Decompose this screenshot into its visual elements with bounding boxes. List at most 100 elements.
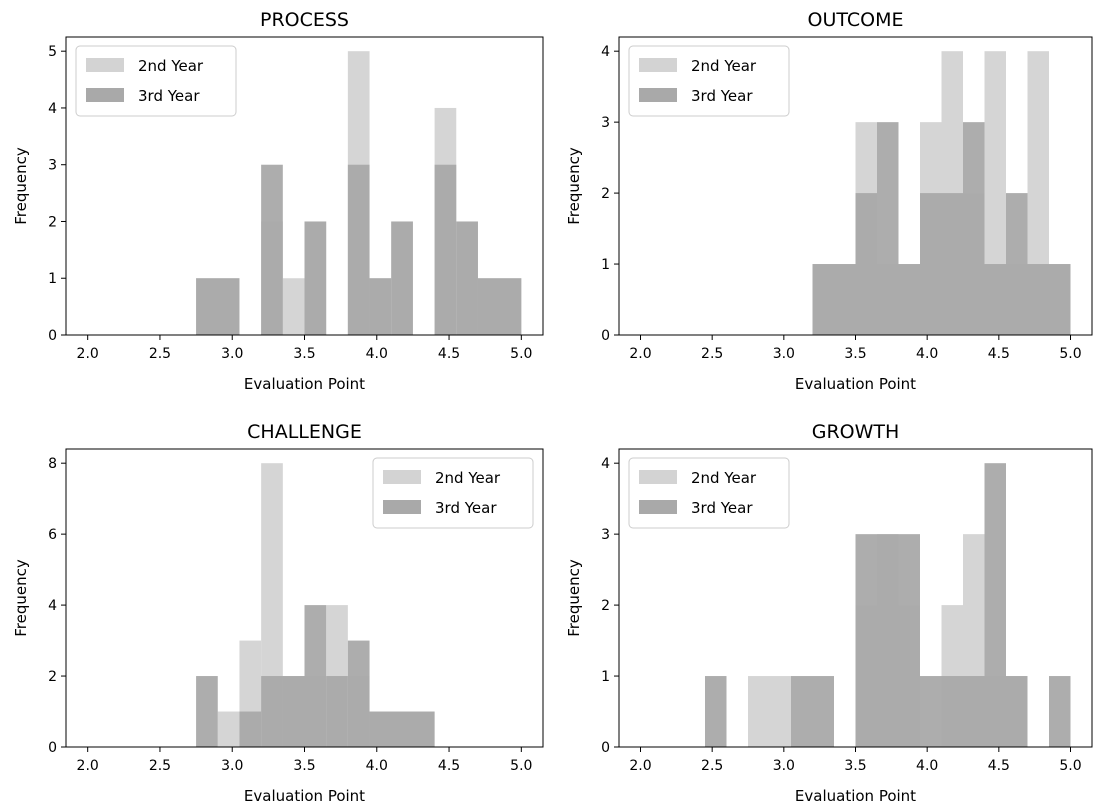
- y-axis-label: Frequency: [565, 147, 583, 225]
- x-axis-label: Evaluation Point: [795, 375, 916, 393]
- y-tick-label: 3: [601, 115, 610, 131]
- y-tick-label: 6: [48, 527, 57, 543]
- chart-title: PROCESS: [260, 9, 349, 31]
- y-tick-label: 2: [48, 214, 57, 230]
- y-tick-label: 1: [601, 669, 610, 685]
- x-tick-label: 4.5: [438, 346, 460, 362]
- x-tick-label: 2.0: [629, 346, 651, 362]
- y-tick-label: 0: [601, 740, 610, 756]
- y-axis-label: Frequency: [12, 147, 30, 225]
- chart-process: 2.0 2.5 3.0 3.5 4.0 4.5 5.0 0 1 2 3 4 5 PROCESS Evalua…: [12, 9, 544, 393]
- chart-title: CHALLENGE: [247, 421, 362, 443]
- x-tick-label: 4.5: [988, 758, 1010, 774]
- legend-label-3rd-year: 3rd Year: [435, 499, 497, 517]
- bar-2nd-year-2: [282, 278, 305, 335]
- bar-3rd-year-2: [261, 676, 305, 747]
- legend-label-3rd-year: 3rd Year: [138, 87, 200, 105]
- y-tick-label: 4: [48, 598, 57, 614]
- legend-label-3rd-year: 3rd Year: [691, 87, 753, 105]
- y-tick-label: 4: [48, 101, 57, 117]
- chart-title: OUTCOME: [808, 9, 904, 31]
- bar-3rd-year-8: [1027, 264, 1071, 335]
- legend-label-2nd-year: 2nd Year: [691, 469, 757, 487]
- bar-3rd-year-5: [391, 221, 413, 335]
- x-tick-label: 2.5: [149, 758, 171, 774]
- bar-3rd-year-6: [984, 264, 1006, 335]
- bar-3rd-year-1: [791, 676, 834, 747]
- y-axis-label: Frequency: [565, 559, 583, 637]
- legend-label-2nd-year: 2nd Year: [435, 469, 501, 487]
- x-tick-label: 4.5: [988, 346, 1010, 362]
- legend-label-2nd-year: 2nd Year: [138, 57, 204, 75]
- x-tick-label: 4.0: [916, 346, 938, 362]
- bar-3rd-year-1: [855, 193, 877, 335]
- bar-3rd-year-5: [963, 122, 985, 336]
- bar-3rd-year-1: [261, 164, 283, 335]
- legend-swatch-3rd-year: [639, 500, 677, 514]
- bar-3rd-year-2: [877, 122, 899, 336]
- x-axis-label: Evaluation Point: [795, 787, 916, 805]
- y-tick-label: 0: [48, 328, 57, 344]
- x-axis-label: Evaluation Point: [244, 787, 365, 805]
- x-tick-label: 2.0: [77, 758, 99, 774]
- bar-3rd-year-7: [1049, 676, 1071, 747]
- chart-challenge: 2.0 2.5 3.0 3.5 4.0 4.5 5.0 0 2 4 6 8 CHALLENGE Evalu…: [12, 421, 544, 805]
- x-tick-label: 4.5: [438, 758, 460, 774]
- bar-2nd-year-0: [748, 676, 791, 747]
- y-tick-label: 0: [601, 328, 610, 344]
- bar-3rd-year-3: [347, 164, 370, 335]
- legend: 2nd Year 3rd Year: [372, 457, 534, 529]
- legend-swatch-3rd-year: [383, 500, 421, 514]
- bar-3rd-year-7: [456, 221, 478, 335]
- bar-3rd-year-0: [812, 264, 856, 335]
- x-tick-label: 3.5: [293, 758, 315, 774]
- x-tick-label: 2.0: [629, 758, 651, 774]
- y-tick-label: 1: [601, 257, 610, 273]
- bar-3rd-year-4: [326, 676, 348, 747]
- legend-swatch-2nd-year: [86, 58, 124, 72]
- x-tick-label: 5.0: [1059, 758, 1081, 774]
- y-tick-label: 3: [601, 527, 610, 543]
- legend-swatch-2nd-year: [639, 58, 677, 72]
- y-tick-label: 3: [48, 158, 57, 174]
- y-tick-label: 1: [48, 271, 57, 287]
- bar-3rd-year-3: [304, 605, 327, 747]
- legend-label-2nd-year: 2nd Year: [691, 57, 757, 75]
- bar-3rd-year-5: [347, 640, 370, 747]
- bar-3rd-year-6: [434, 164, 457, 335]
- legend: 2nd Year 3rd Year: [628, 45, 790, 117]
- x-tick-label: 5.0: [510, 758, 532, 774]
- x-tick-label: 2.5: [149, 346, 171, 362]
- x-tick-label: 5.0: [510, 346, 532, 362]
- y-tick-label: 5: [48, 44, 57, 60]
- legend-swatch-3rd-year: [639, 88, 677, 102]
- x-tick-label: 4.0: [916, 758, 938, 774]
- bar-3rd-year-0: [705, 676, 727, 747]
- x-tick-label: 3.5: [293, 346, 315, 362]
- chart-growth: 2.0 2.5 3.0 3.5 4.0 4.5 5.0 0 1 2 3 4 GROWTH Evaluati…: [565, 421, 1093, 805]
- x-tick-label: 2.5: [701, 758, 723, 774]
- x-tick-label: 3.0: [773, 346, 795, 362]
- x-tick-label: 3.0: [221, 346, 243, 362]
- bar-3rd-year-3: [898, 264, 920, 335]
- legend: 2nd Year 3rd Year: [75, 45, 237, 117]
- bar-2nd-year-0: [217, 711, 240, 747]
- y-tick-label: 2: [601, 598, 610, 614]
- y-tick-label: 8: [48, 456, 57, 472]
- legend-swatch-2nd-year: [639, 470, 677, 484]
- legend-label-3rd-year: 3rd Year: [691, 499, 753, 517]
- bar-3rd-year-4: [920, 193, 963, 335]
- legend: 2nd Year 3rd Year: [628, 457, 790, 529]
- bar-3rd-year-8: [477, 278, 522, 335]
- x-tick-label: 3.5: [844, 346, 866, 362]
- chart-title: GROWTH: [812, 421, 900, 443]
- bar-3rd-year-7: [1006, 193, 1028, 335]
- bar-3rd-year-2: [304, 221, 327, 335]
- legend-swatch-3rd-year: [86, 88, 124, 102]
- bar-3rd-year-0: [196, 278, 240, 335]
- y-axis-label: Frequency: [12, 559, 30, 637]
- y-tick-label: 2: [48, 669, 57, 685]
- x-tick-label: 2.5: [701, 346, 723, 362]
- chart-outcome: 2.0 2.5 3.0 3.5 4.0 4.5 5.0 0 1 2 3 4 OUTCOME Evaluat…: [565, 9, 1093, 393]
